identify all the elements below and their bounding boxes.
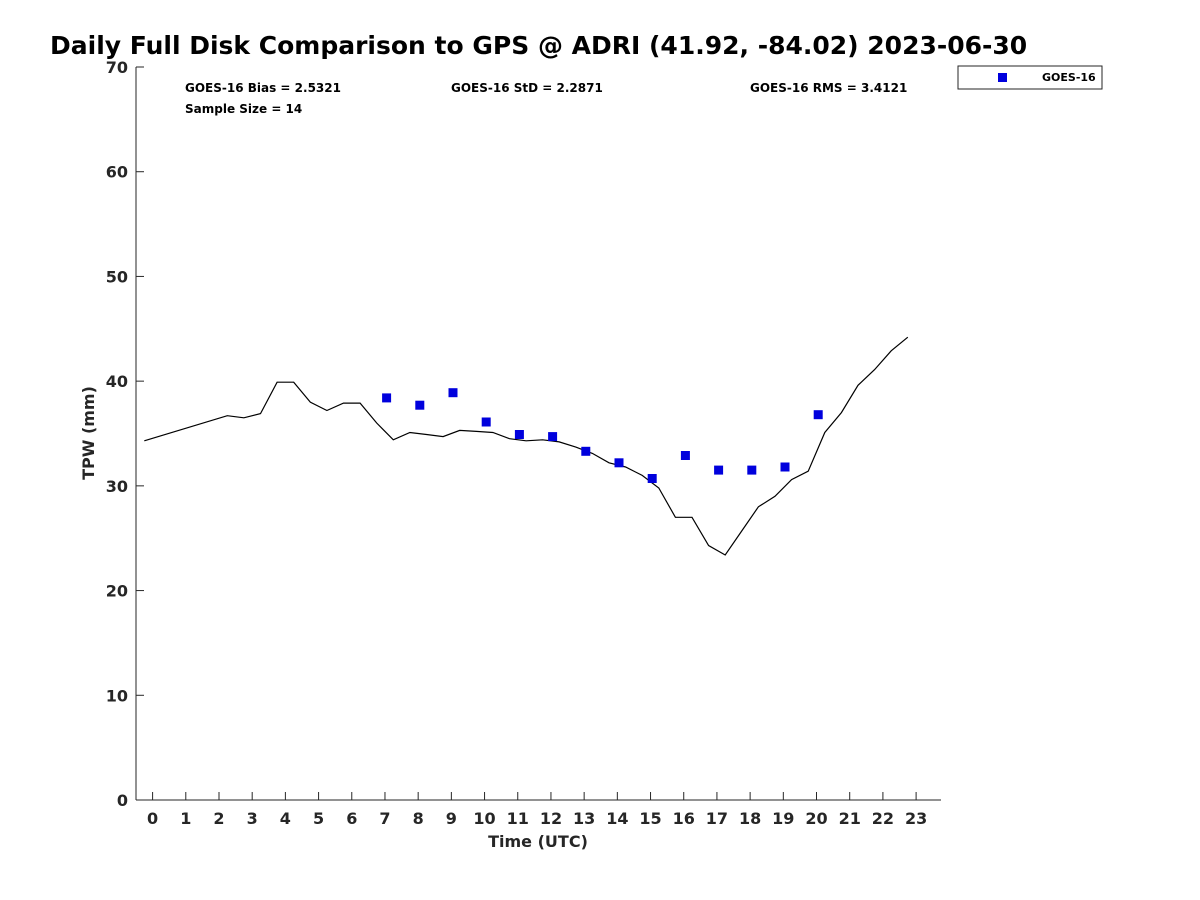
y-tick-label: 70	[106, 58, 128, 77]
y-tick-label: 60	[106, 163, 128, 182]
x-tick-label: 3	[247, 809, 258, 828]
x-tick-label: 15	[639, 809, 661, 828]
std-stat: GOES-16 StD = 2.2871	[451, 81, 603, 95]
x-tick-label: 1	[180, 809, 191, 828]
x-tick-label: 7	[379, 809, 390, 828]
x-ticks: 0 1 2 3 4 5 6 7 8 9 10 11 12 13 14 15 16 17 18 19 20 21 22 23	[147, 792, 927, 828]
x-tick-label: 14	[606, 809, 628, 828]
goes16-point	[714, 465, 724, 475]
gps-series	[144, 336, 909, 556]
goes16-series	[382, 388, 823, 483]
goes16-point	[415, 400, 425, 410]
x-tick-label: 17	[706, 809, 728, 828]
x-tick-label: 19	[772, 809, 794, 828]
goes16-point	[581, 446, 591, 456]
x-tick-label: 13	[573, 809, 595, 828]
y-tick-label: 40	[106, 372, 128, 391]
x-tick-label: 6	[346, 809, 357, 828]
y-tick-label: 20	[106, 582, 128, 601]
y-axis-label: TPW (mm)	[79, 386, 98, 480]
y-ticks: 0 10 20 30 40 50 60 70	[106, 58, 144, 810]
x-tick-label: 12	[540, 809, 562, 828]
x-tick-label: 22	[872, 809, 894, 828]
y-tick-label: 50	[106, 267, 128, 286]
legend-box	[957, 65, 1103, 90]
goes16-point	[780, 462, 790, 472]
goes16-point	[448, 388, 458, 398]
y-tick-label: 10	[106, 686, 128, 705]
x-tick-label: 0	[147, 809, 158, 828]
x-tick-label: 5	[313, 809, 324, 828]
goes16-point	[614, 458, 624, 468]
sample-size-stat: Sample Size = 14	[185, 102, 302, 116]
goes16-point	[647, 474, 657, 483]
goes16-point	[481, 417, 491, 427]
x-tick-label: 21	[839, 809, 861, 828]
goes16-point	[382, 393, 392, 403]
goes16-point	[680, 451, 690, 460]
y-tick-label: 0	[117, 791, 128, 810]
rms-stat: GOES-16 RMS = 3.4121	[750, 81, 907, 95]
x-tick-label: 9	[446, 809, 457, 828]
x-tick-label: 20	[805, 809, 827, 828]
x-tick-label: 16	[673, 809, 695, 828]
x-tick-label: 4	[280, 809, 291, 828]
legend-marker-goes16	[998, 73, 1007, 82]
stats-annotations: GOES-16 Bias = 2.5321 GOES-16 StD = 2.28…	[185, 81, 907, 116]
x-tick-label: 2	[213, 809, 224, 828]
goes16-point	[747, 465, 757, 475]
goes16-point	[548, 432, 558, 442]
x-tick-label: 8	[413, 809, 424, 828]
x-tick-label: 10	[473, 809, 495, 828]
bias-stat: GOES-16 Bias = 2.5321	[185, 81, 341, 95]
x-tick-label: 18	[739, 809, 761, 828]
x-tick-label: 11	[507, 809, 529, 828]
goes16-point	[813, 410, 823, 420]
x-axis-label: Time (UTC)	[488, 832, 588, 851]
legend: GOES-16	[957, 65, 1103, 90]
x-tick-label: 23	[905, 809, 927, 828]
legend-label-goes16: GOES-16	[1042, 71, 1096, 84]
gps-line	[144, 336, 909, 556]
y-tick-label: 30	[106, 477, 128, 496]
chart-title: Daily Full Disk Comparison to GPS @ ADRI…	[50, 31, 1027, 60]
goes16-point	[514, 430, 524, 439]
